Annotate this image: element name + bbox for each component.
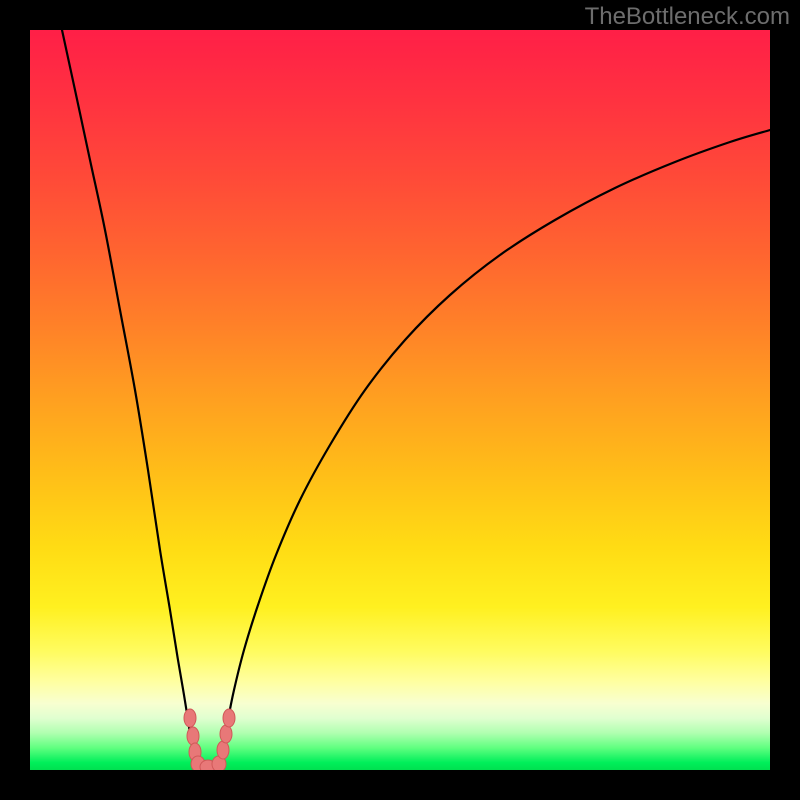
plot-area: [30, 30, 770, 770]
valley-marker: [184, 709, 196, 727]
valley-marker: [220, 725, 232, 743]
watermark-text: TheBottleneck.com: [585, 3, 790, 31]
root-container: TheBottleneck.com: [0, 0, 800, 800]
bottleneck-curve: [62, 30, 770, 768]
valley-marker: [217, 741, 229, 759]
valley-markers: [184, 709, 235, 770]
valley-marker: [187, 727, 199, 745]
curve-layer: [30, 30, 770, 770]
valley-marker: [223, 709, 235, 727]
